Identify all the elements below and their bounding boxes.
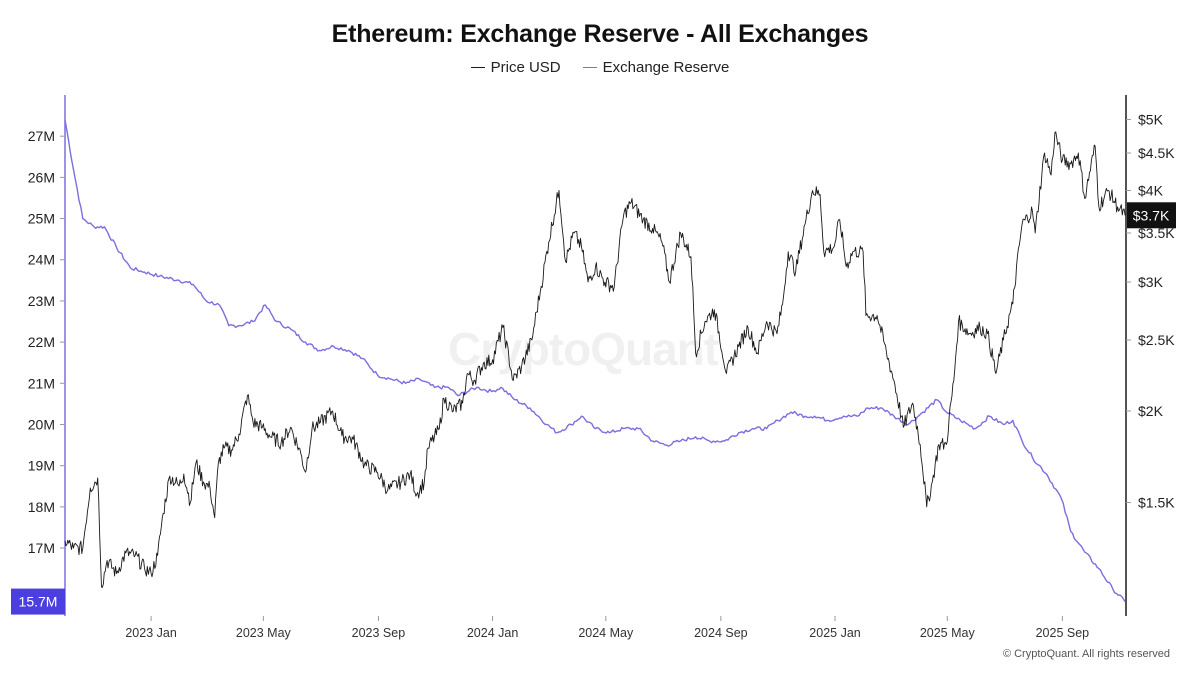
series-layer [64, 119, 1126, 602]
right-tick-label: $1.5K [1138, 495, 1175, 511]
left-tick-label: 20M [28, 416, 55, 432]
right-axis: $5K $4.5K $4K $3.5K $3K $2.5K $2K $1.5K [1126, 111, 1175, 511]
x-axis: 2023 Jan 2023 May 2023 Sep 2024 Jan 2024 May… [125, 616, 1089, 640]
legend-label-reserve: Exchange Reserve [602, 59, 730, 76]
legend-label-price: Price USD [490, 59, 561, 76]
x-tick-label: 2025 May [920, 626, 976, 640]
x-tick-label: 2024 Jan [467, 626, 518, 640]
right-tick-label: $2.5K [1138, 332, 1175, 348]
chart-legend: Price USD Exchange Reserve [0, 59, 1200, 76]
left-tick-label: 21M [28, 375, 55, 391]
watermark: CryptoQuant [448, 323, 719, 375]
left-tick-label: 17M [28, 540, 55, 556]
x-tick-label: 2024 Sep [694, 626, 748, 640]
x-tick-label: 2023 Jan [125, 626, 176, 640]
legend-swatch-reserve [582, 66, 597, 69]
right-tick-label: $3.5K [1138, 225, 1175, 241]
left-tick-label: 23M [28, 293, 55, 309]
left-tick-label: 24M [28, 252, 55, 268]
current-price-label: $3.7K [1133, 207, 1170, 223]
left-axis: 27M 26M 25M 24M 23M 22M 21M 20M 19M 18M 17M [28, 128, 65, 556]
right-tick-label: $4.5K [1138, 145, 1175, 161]
x-tick-label: 2023 May [236, 626, 292, 640]
x-tick-label: 2023 Sep [352, 626, 406, 640]
series-line-price-usd [64, 131, 1126, 588]
copyright-notice: © CryptoQuant. All rights reserved [1002, 648, 1170, 660]
legend-item-price[interactable]: Price USD [470, 59, 561, 76]
series-line-exchange-reserve [64, 119, 1126, 602]
chart-title: Ethereum: Exchange Reserve - All Exchang… [331, 20, 869, 48]
right-tick-label: $4K [1138, 182, 1164, 198]
current-price-badge [1127, 202, 1176, 229]
current-reserve-label: 15.7M [19, 594, 58, 610]
x-tick-label: 2025 Jan [809, 626, 860, 640]
left-tick-label: 27M [28, 128, 55, 144]
x-tick-label: 2024 May [578, 626, 634, 640]
left-tick-label: 25M [28, 211, 55, 227]
x-tick-label: 2025 Sep [1036, 626, 1090, 640]
legend-item-reserve[interactable]: Exchange Reserve [582, 59, 730, 76]
left-tick-label: 26M [28, 169, 55, 185]
left-tick-label: 18M [28, 499, 55, 515]
left-tick-label: 19M [28, 458, 55, 474]
current-reserve-badge [11, 588, 65, 615]
right-tick-label: $2K [1138, 403, 1164, 419]
legend-swatch-price [470, 66, 485, 69]
right-tick-label: $5K [1138, 111, 1164, 127]
right-tick-label: $3K [1138, 274, 1164, 290]
badge-layer: 15.7M $3.7K [11, 202, 1176, 615]
left-tick-label: 22M [28, 334, 55, 350]
